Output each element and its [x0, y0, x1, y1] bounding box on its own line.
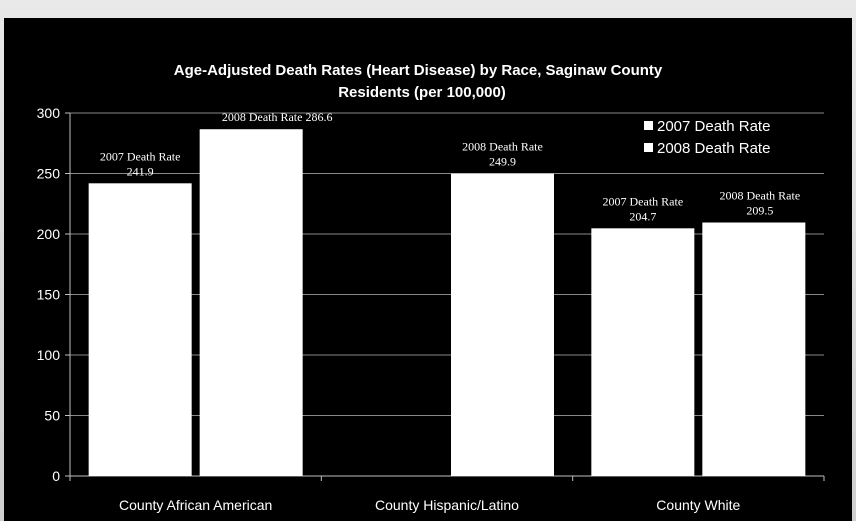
bar-2008 — [451, 173, 554, 476]
chart-panel: Age-Adjusted Death Rates (Heart Disease)… — [4, 18, 852, 521]
y-tick-label: 0 — [52, 468, 60, 484]
bar-2007 — [88, 183, 192, 476]
y-tick-label: 250 — [37, 166, 61, 182]
legend-swatch — [644, 121, 653, 130]
category-label: County White — [656, 497, 740, 513]
bar-2007 — [591, 228, 695, 476]
category-label: County Hispanic/Latino — [375, 497, 519, 513]
y-tick-label: 200 — [37, 226, 61, 242]
legend-label: 2008 Death Rate — [657, 140, 770, 157]
data-label: 249.9 — [489, 155, 516, 169]
y-tick-label: 300 — [37, 105, 61, 121]
data-label: 2008 Death Rate — [720, 189, 801, 203]
data-label: 2008 Death Rate 286.6 — [222, 110, 333, 124]
axes: 0 50 100 150 200 250 300 County African America… — [37, 105, 825, 513]
legend: 2007 Death Rate 2008 Death Rate — [644, 118, 770, 157]
data-label: 2007 Death Rate — [100, 149, 181, 163]
y-tick-label: 150 — [37, 287, 61, 303]
y-tick-label: 50 — [44, 408, 60, 424]
gridlines — [70, 112, 824, 477]
data-label: 2008 Death Rate — [462, 140, 543, 154]
legend-swatch — [644, 143, 653, 152]
bars — [88, 129, 806, 476]
data-label: 241.9 — [127, 164, 154, 178]
data-label: 2007 Death Rate — [603, 194, 684, 208]
bar-2008 — [199, 129, 303, 476]
chart-title: Age-Adjusted Death Rates (Heart Disease)… — [174, 62, 663, 79]
bar-2008 — [702, 222, 806, 476]
bar-chart: Age-Adjusted Death Rates (Heart Disease)… — [37, 62, 825, 513]
y-tick-label: 100 — [37, 347, 61, 363]
data-label: 204.7 — [629, 209, 656, 223]
category-label: County African American — [119, 497, 272, 513]
data-label: 209.5 — [746, 204, 773, 218]
legend-label: 2007 Death Rate — [657, 118, 770, 135]
chart-subtitle: Residents (per 100,000) — [338, 84, 506, 101]
